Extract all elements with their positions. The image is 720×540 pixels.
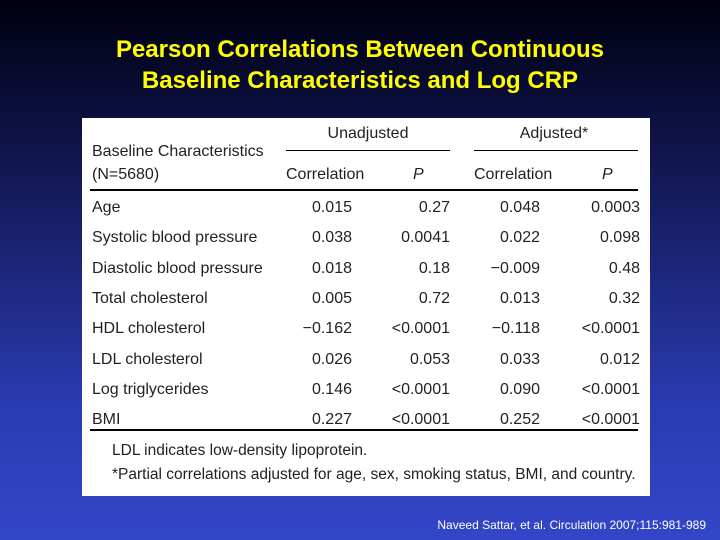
footnote-ldl: LDL indicates low-density lipoprotein. [112,442,368,459]
row-adjusted-p: 0.48 [608,259,640,277]
bottom-rule [90,429,638,431]
row-adjusted-p: 0.32 [608,289,640,307]
row-adjusted-correlation: 0.013 [499,289,540,307]
row-label: Age [92,199,121,216]
col-header-unadjusted-correlation: Correlation [286,166,365,183]
row-unadjusted-correlation: 0.026 [311,350,352,368]
row-unadjusted-p: <0.0001 [391,380,450,398]
row-unadjusted-p: <0.0001 [391,320,450,338]
row-label: HDL cholesterol [92,320,206,338]
row-adjusted-p: 0.098 [599,229,640,247]
row-adjusted-p: 0.0003 [591,199,640,216]
row-label: Systolic blood pressure [92,229,258,247]
group-header-unadjusted: Unadjusted [327,125,409,142]
row-unadjusted-correlation: 0.227 [311,411,352,429]
slide-title-line-2: Baseline Characteristics and Log CRP [141,67,579,94]
group-header-adjusted: Adjusted* [519,125,589,142]
col-header-unadjusted-p: P [413,166,424,183]
row-unadjusted-correlation: −0.162 [302,320,352,338]
slide-title: Pearson Correlations Between Continuous … [0,34,720,96]
row-adjusted-correlation: 0.033 [499,350,540,368]
row-adjusted-correlation: −0.009 [490,259,540,277]
row-adjusted-correlation: 0.090 [499,380,540,398]
slide-title-line-1: Pearson Correlations Between Continuous [115,36,605,63]
row-unadjusted-p: 0.72 [418,289,450,307]
row-adjusted-p: <0.0001 [581,411,640,429]
row-unadjusted-p: 0.27 [418,199,450,216]
row-label: Total cholesterol [92,289,208,307]
correlation-table: Unadjusted Adjusted* Baseline Characteri… [82,118,650,496]
row-header-line-2: (N=5680) [92,166,160,183]
row-unadjusted-p: 0.053 [409,350,450,368]
row-unadjusted-correlation: 0.146 [311,380,352,398]
row-label: Diastolic blood pressure [92,259,263,277]
row-adjusted-p: 0.012 [599,350,640,368]
footnote-partial-correlations: *Partial correlations adjusted for age, … [112,466,636,483]
row-label: LDL cholesterol [92,350,203,368]
header-rule [90,189,638,191]
row-unadjusted-correlation: 0.038 [311,229,352,247]
row-label: Log triglycerides [92,380,209,398]
col-header-adjusted-p: P [602,166,613,183]
row-adjusted-correlation: 0.048 [499,199,540,216]
row-unadjusted-correlation: 0.015 [311,199,352,216]
row-unadjusted-p: <0.0001 [391,411,450,429]
row-adjusted-correlation: 0.022 [499,229,540,247]
row-adjusted-correlation: −0.118 [491,320,540,338]
row-label: BMI [92,411,121,429]
row-header-line-1: Baseline Characteristics [92,143,264,160]
row-adjusted-p: <0.0001 [581,380,640,398]
row-unadjusted-correlation: 0.005 [311,289,352,307]
row-unadjusted-p: 0.0041 [401,229,450,247]
row-unadjusted-p: 0.18 [418,259,450,277]
row-unadjusted-correlation: 0.018 [311,259,352,277]
adjusted-group-rule [474,150,638,151]
col-header-adjusted-correlation: Correlation [474,166,553,183]
row-adjusted-p: <0.0001 [581,320,640,338]
citation: Naveed Sattar, et al. Circulation 2007;1… [437,518,706,532]
row-adjusted-correlation: 0.252 [499,411,540,429]
unadjusted-group-rule [286,150,450,151]
